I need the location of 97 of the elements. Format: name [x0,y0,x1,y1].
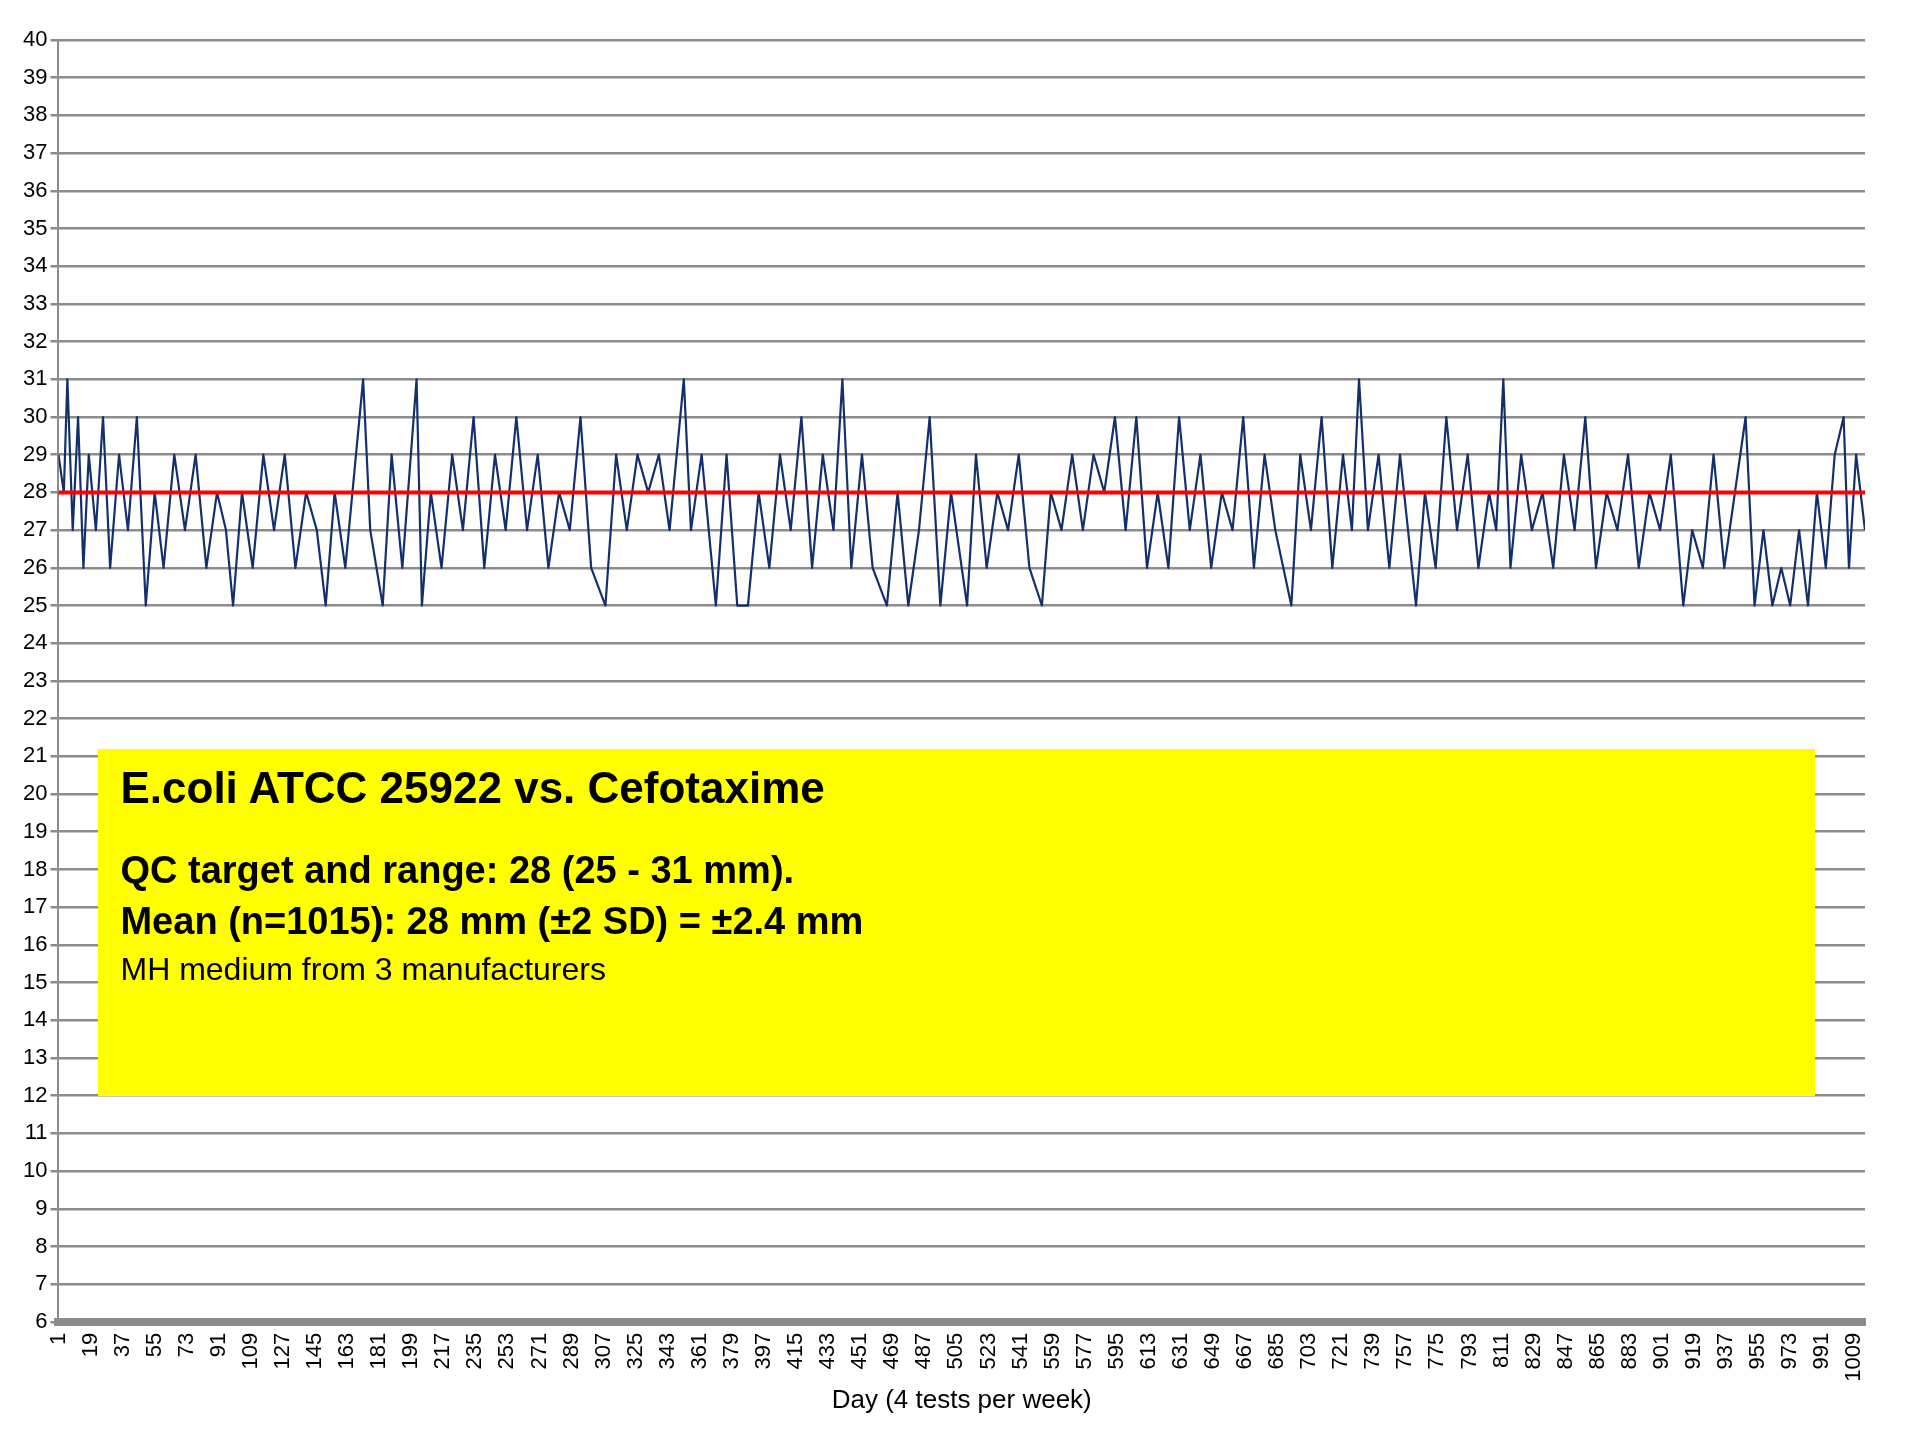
y-tick-label: 25 [22,591,48,617]
x-tick-label: 181 [365,1332,391,1370]
annotation: QC target and range: 28 (25 - 31 mm). [120,848,796,892]
x-tick-label: 145 [301,1332,327,1370]
y-tick-label: 13 [22,1044,48,1070]
y-tick-label: 35 [22,214,48,240]
x-tick-label: 433 [814,1332,840,1370]
x-axis-title: Day (4 tests per week) [831,1383,1092,1414]
y-tick-label: 21 [22,742,48,768]
y-tick-label: 27 [22,516,48,542]
x-tick-label: 379 [717,1332,743,1370]
x-tick-label: 37 [108,1332,134,1358]
y-tick-label: 8 [35,1232,48,1258]
y-tick-label: 34 [22,252,48,278]
y-tick-label: 39 [22,63,48,89]
x-tick-label: 235 [461,1332,487,1370]
x-tick-label: 955 [1744,1332,1770,1370]
y-tick-label: 30 [22,403,48,429]
y-tick-label: 29 [22,440,48,466]
y-tick-label: 24 [22,629,48,655]
x-tick-label: 361 [685,1332,711,1370]
x-tick-label: 73 [172,1332,198,1358]
y-tick-label: 38 [22,101,48,127]
y-tick-label: 18 [22,855,48,881]
y-tick-label: 20 [22,780,48,806]
y-tick-label: 16 [22,930,48,956]
x-tick-label: 19 [76,1332,102,1358]
x-tick-label: 883 [1615,1332,1641,1370]
x-tick-label: 541 [1006,1332,1032,1370]
y-tick-label: 22 [22,704,48,730]
x-tick-label: 811 [1487,1332,1513,1368]
x-tick-label: 685 [1263,1332,1289,1370]
x-tick-label: 343 [653,1332,679,1370]
x-tick-label: 739 [1359,1332,1385,1370]
x-tick-label: 901 [1647,1332,1673,1370]
x-tick-label: 415 [782,1332,808,1370]
x-tick-label: 199 [397,1332,423,1370]
y-tick-label: 11 [24,1119,48,1145]
x-tick-label: 721 [1327,1332,1353,1370]
y-tick-label: 37 [22,139,48,165]
x-tick-label: 253 [493,1332,519,1370]
x-tick-label: 289 [557,1332,583,1370]
x-tick-label: 217 [429,1332,455,1370]
x-tick-label: 397 [750,1332,776,1370]
y-tick-label: 9 [35,1194,48,1220]
x-tick-label: 991 [1808,1332,1834,1370]
x-tick-label: 775 [1423,1332,1449,1370]
annotation: E.coli ATCC 25922 vs. Cefotaxime [120,762,826,813]
x-tick-label: 325 [621,1332,647,1370]
x-tick-label: 703 [1295,1332,1321,1370]
y-tick-label: 10 [22,1157,48,1183]
y-tick-label: 40 [22,26,48,52]
x-tick-label: 523 [974,1332,1000,1370]
y-tick-label: 15 [22,968,48,994]
y-tick-label: 32 [22,327,48,353]
y-tick-label: 31 [22,365,48,391]
y-tick-label: 19 [22,817,48,843]
x-tick-label: 109 [236,1332,262,1370]
x-tick-label: 163 [333,1332,359,1370]
x-tick-label: 559 [1038,1332,1064,1370]
y-tick-label: 6 [35,1307,48,1333]
y-tick-label: 36 [22,176,48,202]
x-tick-label: 55 [140,1332,166,1358]
x-tick-label: 91 [204,1332,230,1358]
x-tick-label: 595 [1102,1332,1128,1370]
x-tick-label: 469 [878,1332,904,1370]
x-tick-label: 865 [1583,1332,1609,1370]
x-tick-label: 505 [942,1332,968,1370]
x-tick-label: 649 [1199,1332,1224,1370]
x-tick-label: 451 [846,1332,872,1370]
y-tick-label: 23 [22,666,48,692]
x-tick-label: 613 [1134,1332,1160,1370]
annotation: MH medium from 3 manufacturers [120,950,607,988]
x-tick-label: 577 [1070,1332,1096,1370]
y-tick-label: 7 [35,1270,48,1296]
x-tick-label: 847 [1551,1332,1577,1370]
x-tick-label: 127 [269,1332,295,1370]
x-tick-label: 271 [525,1332,551,1370]
x-tick-label: 1009 [1840,1332,1866,1382]
y-tick-label: 26 [22,553,48,579]
x-tick-label: 829 [1519,1332,1545,1370]
x-tick-label: 487 [910,1332,936,1370]
x-tick-label: 631 [1166,1332,1192,1370]
x-tick-label: 973 [1776,1332,1802,1370]
x-tick-label: 793 [1455,1332,1481,1370]
y-tick-label: 33 [22,289,48,315]
x-tick-label: 757 [1391,1332,1417,1370]
y-tick-label: 14 [22,1006,48,1032]
y-tick-label: 12 [22,1081,48,1107]
x-tick-label: 667 [1231,1332,1257,1370]
annotation: Mean (n=1015): 28 mm (±2 SD) = ±2.4 mm [120,899,865,943]
y-tick-label: 28 [22,478,48,504]
x-tick-label: 937 [1712,1332,1738,1370]
y-tick-label: 17 [22,893,48,919]
x-tick-label: 1 [44,1332,70,1346]
x-tick-label: 307 [589,1332,615,1370]
x-tick-label: 919 [1680,1332,1706,1370]
